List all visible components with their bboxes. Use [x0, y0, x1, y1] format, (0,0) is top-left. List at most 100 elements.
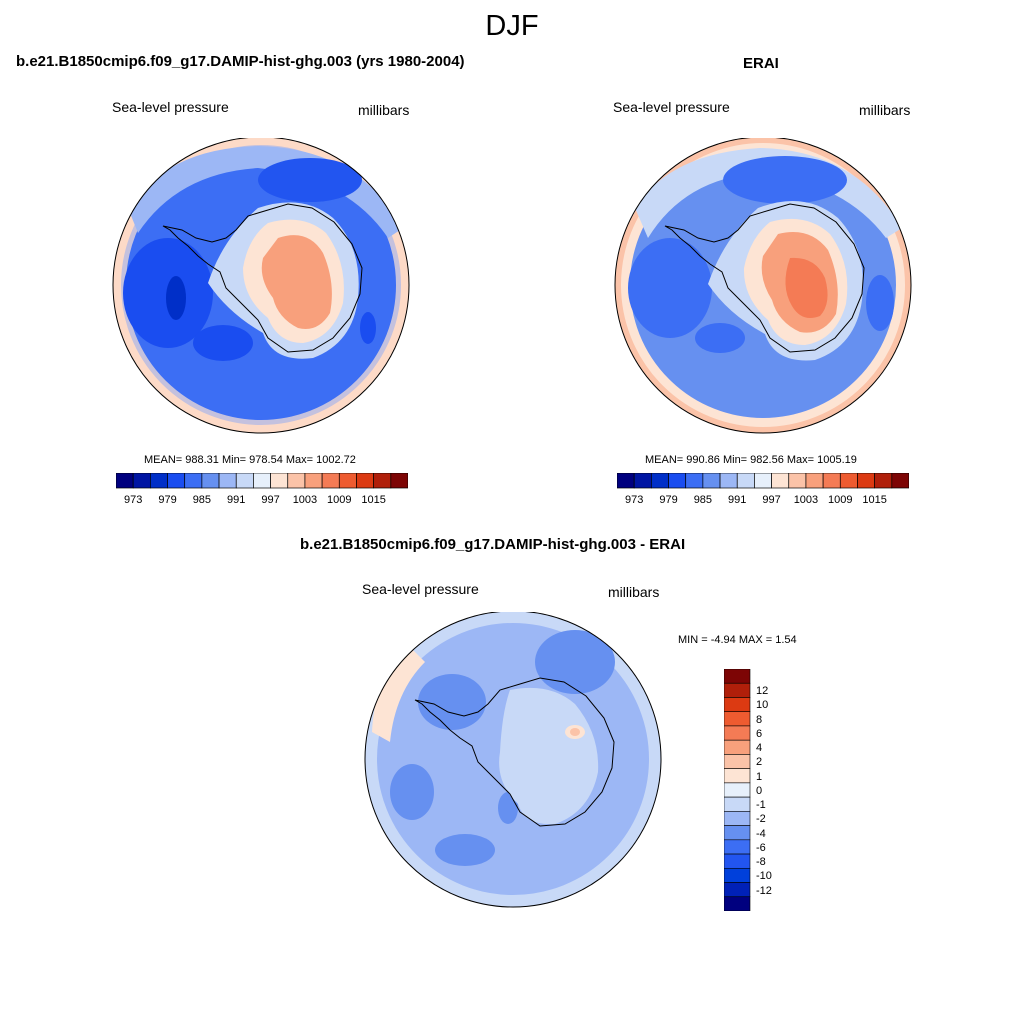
antarctica-pressure-band — [785, 257, 828, 319]
positive-anomaly-cell — [570, 728, 580, 736]
anomaly-band — [499, 687, 599, 825]
panel-1-colorbar — [116, 473, 408, 489]
colorbar-box — [874, 473, 893, 489]
panel-3-title: b.e21.B1850cmip6.f09_g17.DAMIP-hist-ghg.… — [300, 536, 686, 553]
colorbar-tick-label: 0 — [756, 784, 763, 797]
panel-2-units-label: millibars — [859, 102, 911, 118]
colorbar-box — [270, 473, 289, 489]
low-pressure-cell — [866, 275, 894, 331]
colorbar-box — [373, 473, 392, 489]
panel-1-title: b.e21.B1850cmip6.f09_g17.DAMIP-hist-ghg.… — [16, 53, 465, 70]
colorbar-tick-label: 991 — [728, 494, 747, 506]
colorbar-tick-label: 6 — [756, 727, 763, 740]
colorbar-box — [724, 711, 751, 727]
colorbar-box — [650, 473, 669, 489]
colorbar-tick-label: 973 — [123, 494, 143, 506]
low-pressure-cell — [695, 323, 745, 353]
colorbar-box — [633, 473, 652, 489]
panel-2-colorbar-boxes — [617, 473, 909, 489]
colorbar-tick-label: 2 — [756, 756, 763, 769]
colorbar-box — [724, 782, 751, 798]
colorbar-tick-label: 1003 — [292, 494, 318, 506]
colorbar-box — [754, 473, 772, 489]
panel-1-units-label: millibars — [358, 102, 410, 118]
colorbar-box — [668, 473, 687, 489]
antarctica-pressure-band — [261, 235, 332, 329]
colorbar-tick-label: 985 — [693, 494, 713, 506]
panel-3-map — [364, 612, 662, 908]
negative-anomaly-cell — [418, 674, 486, 730]
negative-anomaly-cell — [535, 630, 615, 694]
colorbar-box — [235, 473, 254, 489]
colorbar-box — [724, 867, 751, 883]
colorbar-box — [702, 473, 721, 489]
panel-1-map — [112, 138, 410, 434]
colorbar-box — [338, 473, 357, 489]
panel-3-units-label: millibars — [608, 584, 660, 600]
panel-1-colorbar-ticks: 973 979 985 991 997 1003 1009 1015 — [116, 494, 408, 508]
low-pressure-cell — [360, 312, 376, 344]
colorbar-box — [287, 473, 306, 489]
colorbar-tick-label: 973 — [624, 494, 644, 506]
colorbar-box — [822, 473, 841, 489]
colorbar-tick-label: 991 — [227, 494, 246, 506]
colorbar-box — [617, 473, 635, 489]
colorbar-tick-label: -8 — [756, 856, 766, 869]
antarctica-coastline — [414, 677, 615, 827]
colorbar-box — [805, 473, 824, 489]
antarctica-coastline — [664, 203, 865, 353]
colorbar-tick-label: 979 — [659, 494, 678, 506]
colorbar-box — [390, 473, 408, 489]
colorbar-box — [149, 473, 168, 489]
figure-title: DJF — [485, 10, 539, 42]
colorbar-tick-label: 1 — [756, 770, 763, 783]
colorbar-box — [724, 725, 751, 741]
map-border — [112, 138, 410, 434]
panel-1-colorbar-boxes — [116, 473, 408, 489]
colorbar-tick-label: -6 — [756, 841, 766, 854]
colorbar-box — [116, 473, 134, 489]
colorbar-box — [321, 473, 340, 489]
colorbar-box — [356, 473, 375, 489]
colorbar-tick-label: 985 — [192, 494, 212, 506]
low-pressure-cell — [193, 325, 253, 361]
map-border — [364, 612, 662, 908]
colorbar-box — [253, 473, 271, 489]
colorbar-box — [857, 473, 876, 489]
map-border — [614, 138, 912, 434]
low-pressure-cell — [723, 156, 847, 204]
colorbar-box — [724, 853, 751, 869]
panel-3-variable-label: Sea-level pressure — [362, 581, 479, 597]
panel-1-stats: MEAN= 988.31 Min= 978.54 Max= 1002.72 — [144, 454, 356, 466]
colorbar-tick-label: 8 — [756, 713, 763, 726]
colorbar-box — [184, 473, 203, 489]
panel-2-title: ERAI — [743, 55, 779, 72]
colorbar-tick-label: -10 — [756, 870, 772, 883]
colorbar-box — [167, 473, 186, 489]
colorbar-box — [724, 768, 751, 784]
colorbar-tick-label: 1003 — [793, 494, 819, 506]
colorbar-box — [724, 811, 751, 826]
colorbar-tick-label: 12 — [756, 685, 769, 698]
colorbar-box — [218, 473, 237, 489]
negative-anomaly-cell — [390, 764, 434, 820]
colorbar-tick-label: -2 — [756, 813, 766, 826]
colorbar-tick-label: 1015 — [862, 494, 887, 506]
colorbar-tick-label: 1015 — [361, 494, 386, 506]
outer-ring-band — [372, 647, 425, 742]
panel-3-colorbar-ticks: 12 10 8 6 4 2 1 0 -1 -2 -4 -6 -8 -10 -12 — [756, 669, 796, 911]
colorbar-box — [724, 682, 751, 698]
colorbar-tick-label: 997 — [762, 494, 781, 506]
colorbar-box — [771, 473, 790, 489]
colorbar-box — [304, 473, 323, 489]
colorbar-tick-label: -12 — [756, 884, 772, 897]
low-pressure-cell — [166, 276, 186, 320]
colorbar-tick-label: 979 — [158, 494, 177, 506]
colorbar-tick-label: 1009 — [828, 494, 853, 506]
colorbar-box — [724, 697, 751, 713]
colorbar-box — [201, 473, 220, 489]
negative-anomaly-cell — [435, 834, 495, 866]
panel-2-map — [614, 138, 912, 434]
colorbar-box — [788, 473, 807, 489]
colorbar-box — [719, 473, 738, 489]
